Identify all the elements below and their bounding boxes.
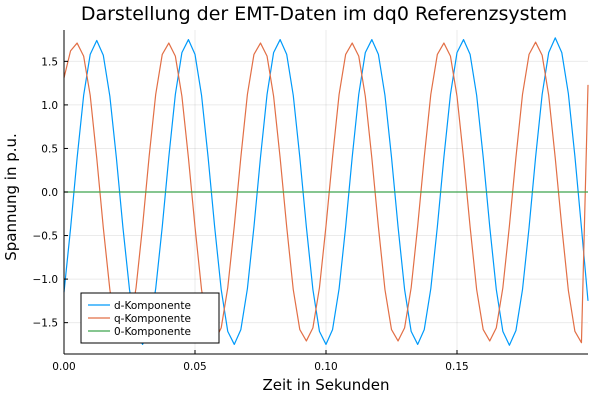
- y-axis-label: Spannung in p.u.: [2, 133, 20, 261]
- legend: d-Komponente q-Komponente 0-Komponente: [80, 292, 220, 344]
- legend-label-0: 0-Komponente: [114, 326, 191, 338]
- x-tick-label: 0.05: [183, 361, 206, 373]
- y-tick-label: −0.5: [33, 231, 59, 243]
- axes: 0.00 0.05 0.10 0.15 −1.5 −1.0 −0.5 0.0 0.5 1.0 1.5: [33, 30, 588, 373]
- y-tick-label: −1.5: [33, 318, 59, 330]
- legend-label-d: d-Komponente: [114, 300, 191, 312]
- series-line-q-Komponente: [63, 41, 589, 344]
- y-tick-label: 0.5: [41, 143, 58, 155]
- y-tick-label: 0.0: [41, 187, 58, 199]
- x-tick-label: 0.00: [52, 361, 75, 373]
- legend-label-q: q-Komponente: [114, 313, 191, 325]
- x-axis-label: Zeit in Sekunden: [262, 376, 389, 394]
- y-tick-label: 1.0: [41, 100, 58, 112]
- x-tick-label: 0.10: [314, 361, 337, 373]
- chart-title: Darstellung der EMT-Daten im dq0 Referen…: [81, 3, 567, 25]
- y-tick-label: 1.5: [41, 56, 58, 68]
- y-tick-label: −1.0: [33, 274, 59, 286]
- x-tick-label: 0.15: [445, 361, 468, 373]
